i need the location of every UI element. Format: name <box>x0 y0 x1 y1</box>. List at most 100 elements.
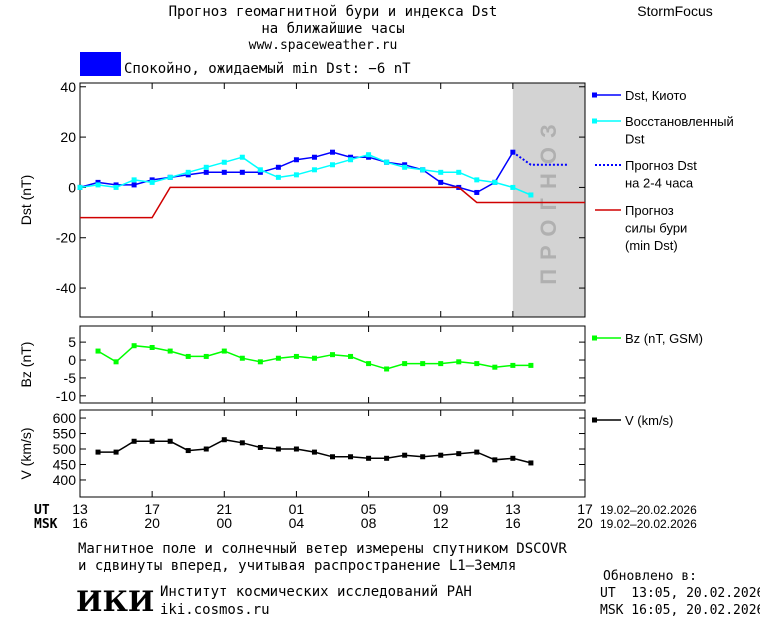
data-point <box>438 361 444 367</box>
data-point <box>293 446 299 452</box>
institute: Институт космических исследований РАН <box>160 584 472 600</box>
data-point <box>510 455 516 461</box>
data-point <box>257 167 263 173</box>
brand: StormFocus <box>637 3 712 19</box>
data-point <box>492 179 498 185</box>
data-point <box>330 454 335 460</box>
x-tick-label: 09 <box>433 501 449 517</box>
data-point <box>131 343 137 349</box>
y-tick-label: 450 <box>53 456 77 472</box>
data-point <box>311 355 317 361</box>
data-point <box>131 438 137 444</box>
data-point <box>330 149 335 155</box>
logo: ИКИ <box>76 585 154 618</box>
data-point <box>95 182 101 188</box>
plot-frame <box>79 325 586 404</box>
y-tick-label: 5 <box>68 334 76 350</box>
data-point <box>438 169 444 175</box>
data-point <box>510 149 516 155</box>
x-tick-label-msk: 16 <box>72 515 88 531</box>
series-line <box>512 151 567 166</box>
legend-swatch-marker <box>592 335 597 341</box>
data-point <box>384 366 390 372</box>
y-tick-label: 20 <box>60 129 76 145</box>
data-point <box>203 169 209 175</box>
data-point <box>402 361 408 367</box>
data-point <box>203 353 209 359</box>
x-tick-label: 21 <box>216 501 232 517</box>
legend-label: Dst <box>625 132 645 147</box>
data-point <box>113 184 119 190</box>
status: Спокойно, ожидаемый min Dst: −6 nT <box>124 61 411 77</box>
data-point <box>185 448 191 454</box>
data-point <box>402 162 408 168</box>
y-tick-label: 0 <box>68 352 76 368</box>
data-point <box>113 449 119 455</box>
data-point <box>330 352 335 358</box>
legend-label: (min Dst) <box>625 238 678 253</box>
data-point <box>167 438 173 444</box>
legend-label: Восстановленный <box>625 114 734 129</box>
y-tick-label: -40 <box>56 280 76 296</box>
data-point <box>311 154 317 160</box>
data-point <box>366 152 372 158</box>
series-line <box>79 153 532 196</box>
data-point <box>221 159 227 165</box>
msk-dates: 19.02–20.02.2026 <box>600 517 697 531</box>
data-point <box>239 154 245 160</box>
data-point <box>330 162 335 168</box>
data-point <box>348 454 354 460</box>
data-point <box>420 454 426 460</box>
x-tick-label-msk: 04 <box>289 515 305 531</box>
data-point <box>528 362 534 368</box>
data-point <box>293 172 299 178</box>
data-point <box>528 192 534 198</box>
y-tick-label: 400 <box>53 472 77 488</box>
legend-swatch-marker <box>592 417 597 423</box>
ut-dates: 19.02–20.02.2026 <box>600 503 697 517</box>
y-axis-label: Bz (nT) <box>18 342 34 388</box>
y-tick-label: -5 <box>64 370 77 386</box>
data-point <box>293 353 299 359</box>
title: Прогноз геомагнитной бури и индекса Dst <box>169 4 498 20</box>
data-point <box>149 344 155 350</box>
data-point <box>149 179 155 185</box>
data-point <box>456 359 462 365</box>
series-line <box>80 186 585 219</box>
x-tick-label: 17 <box>144 501 160 517</box>
data-point <box>275 174 281 180</box>
data-point <box>239 440 245 446</box>
data-point <box>167 348 173 354</box>
legend-label: Прогноз <box>625 203 674 218</box>
data-point <box>221 348 227 354</box>
data-point <box>239 169 245 175</box>
footer-note: и сдвинуты вперед, учитывая распростране… <box>78 558 516 574</box>
data-point <box>149 177 155 183</box>
data-point <box>474 189 480 195</box>
x-tick-label: 13 <box>72 501 88 517</box>
x-tick-label: 13 <box>505 501 521 517</box>
x-tick-label-msk: 20 <box>577 515 593 531</box>
data-point <box>95 179 101 185</box>
legend-label: на 2-4 часа <box>625 176 694 191</box>
data-point <box>185 353 191 359</box>
subtitle: на ближайшие часы <box>261 21 404 37</box>
data-point <box>257 169 263 175</box>
legend-label: V (km/s) <box>625 413 673 428</box>
data-point <box>257 359 263 365</box>
footer-note: Магнитное поле и солнечный ветер измерен… <box>78 541 567 557</box>
data-point <box>348 157 354 163</box>
data-point <box>402 164 408 170</box>
x-tick-label: 05 <box>361 501 377 517</box>
data-point <box>221 437 227 443</box>
data-point <box>131 177 137 183</box>
y-tick-label: 0 <box>68 179 76 195</box>
data-point <box>185 172 191 178</box>
data-point <box>257 444 263 450</box>
data-point <box>149 438 155 444</box>
data-point <box>492 364 498 370</box>
data-point <box>275 355 281 361</box>
data-point <box>185 169 191 175</box>
x-tick-label-msk: 12 <box>433 515 449 531</box>
